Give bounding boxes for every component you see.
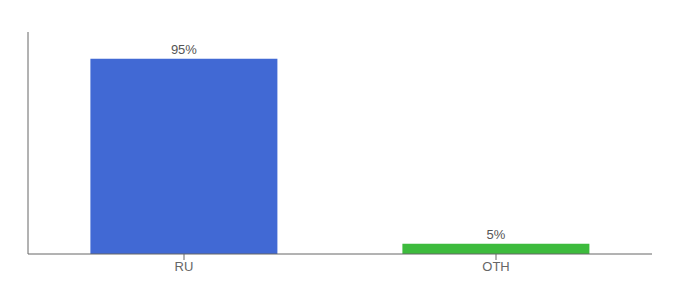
svg-text:5%: 5% bbox=[487, 227, 506, 242]
svg-text:OTH: OTH bbox=[482, 259, 509, 274]
svg-text:95%: 95% bbox=[171, 42, 197, 57]
svg-text:RU: RU bbox=[175, 259, 194, 274]
